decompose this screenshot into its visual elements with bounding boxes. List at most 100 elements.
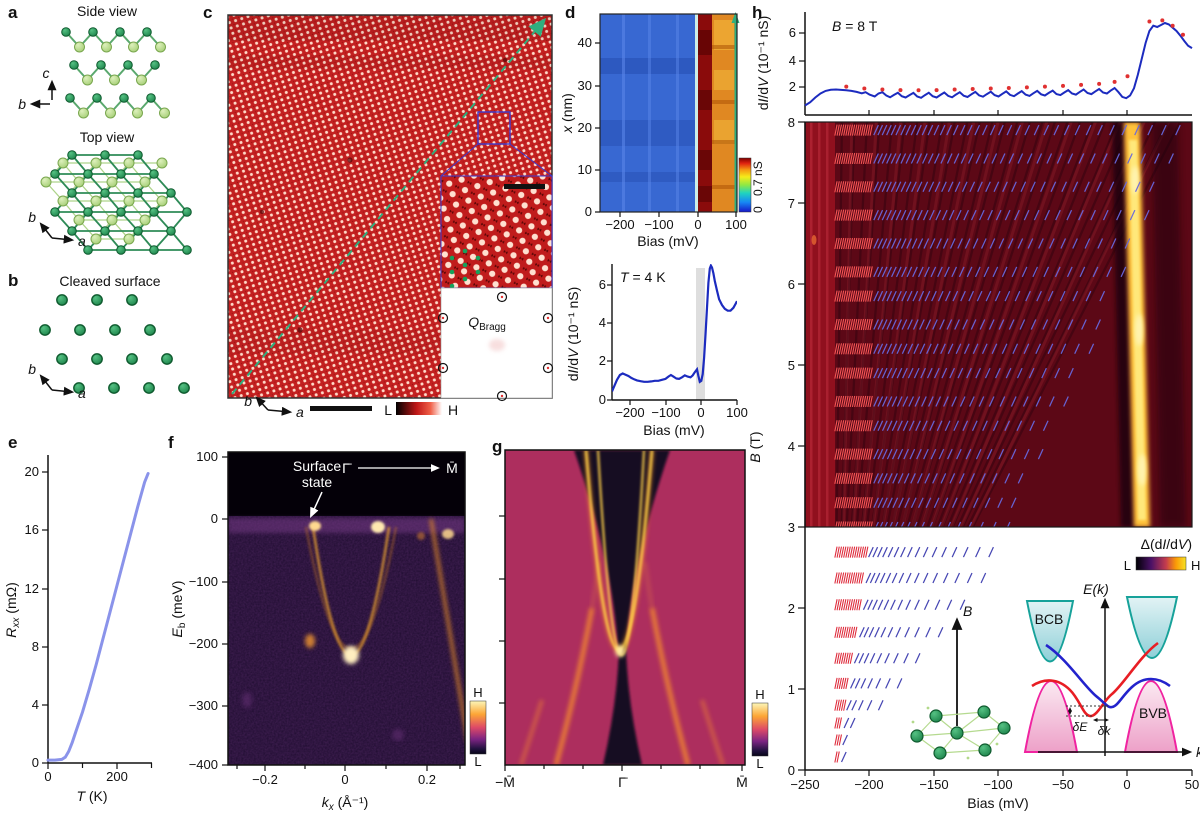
y-tick: 20 xyxy=(25,464,39,479)
x-tick-minus-m: −M̄ xyxy=(495,774,515,790)
axis-label-a: a xyxy=(296,404,304,420)
y-tick: 0 xyxy=(32,755,39,770)
x-tick: −50 xyxy=(1052,777,1074,792)
x-axis-label: T (K) xyxy=(76,788,107,804)
x-tick: 200 xyxy=(106,769,128,784)
fan-colorbar: Δ(dI/dV) L H xyxy=(1124,536,1200,573)
panel-label-g: g xyxy=(492,437,502,456)
gap-shaded-band xyxy=(696,268,705,400)
point-spectrum-plot: T = 4 K 0 2 4 6 −200 −100 0 100 Bias (mV… xyxy=(565,264,748,438)
panel-h: h B = 8 T 2 4 6 dI/dV (10⁻¹ nS) xyxy=(747,3,1200,811)
crystal-top-view xyxy=(40,150,192,255)
y-tick: 10 xyxy=(578,162,592,177)
colorbar-high-label: H xyxy=(448,402,458,418)
landau-level-streaks xyxy=(835,122,1182,527)
x-tick: 0 xyxy=(1123,777,1130,792)
landau-peak-markers xyxy=(844,18,1185,93)
x-tick: 0 xyxy=(341,772,348,787)
delta-e-label: δE xyxy=(1073,720,1089,734)
scale-bar-inset xyxy=(504,184,545,189)
linecut-trajectory-line xyxy=(734,14,737,212)
axis-label-b: b xyxy=(28,361,36,377)
band-offset-annotations: δE δk xyxy=(1066,705,1111,738)
panel-b: b Cleaved surface b a xyxy=(8,271,190,401)
colorbar-high-label: H xyxy=(1191,558,1200,573)
defect-spot xyxy=(502,57,508,63)
tick-marks xyxy=(499,515,743,771)
y-tick: 4 xyxy=(788,439,795,454)
dark-band-right-of-onset xyxy=(1152,122,1186,527)
top-view-axes: b a xyxy=(28,209,86,249)
theory-spectral-map xyxy=(505,450,745,765)
y-tick: 2 xyxy=(599,353,606,368)
tick-marks xyxy=(595,42,737,217)
y-tick: 30 xyxy=(578,78,592,93)
cleaved-surface-lattice xyxy=(39,294,190,394)
panel-label-d: d xyxy=(565,3,575,22)
colorbar-min-label: 0 xyxy=(751,206,765,213)
x-axis-label: Bias (mV) xyxy=(967,795,1028,811)
crystal-side-view xyxy=(61,27,170,119)
scale-bar xyxy=(310,406,372,411)
x-axis-label: kx (Å⁻¹) xyxy=(322,794,369,813)
x-tick: −250 xyxy=(790,777,819,792)
colorbar-low-label: L xyxy=(474,754,481,769)
bcb-left xyxy=(1025,600,1075,663)
y-tick: 2 xyxy=(789,79,796,94)
y-axis-label: Rxx (mΩ) xyxy=(3,582,22,637)
axis-arrow-b xyxy=(255,396,269,411)
surface-state-arrow xyxy=(310,491,323,519)
didv-spectrum-curve xyxy=(612,264,737,392)
defect-spot xyxy=(297,327,303,333)
x-tick: 0 xyxy=(697,405,704,420)
surface-lattice-sketch xyxy=(910,705,1011,760)
stm-image-shading xyxy=(228,15,552,333)
panel-label-a: a xyxy=(8,3,18,22)
axis-arrow-b xyxy=(39,222,53,239)
dark-band-left-of-onset xyxy=(1112,122,1134,527)
x-tick: 50 xyxy=(1185,777,1199,792)
bvb-right xyxy=(1123,680,1179,753)
x-tick: 0 xyxy=(44,769,51,784)
gamma-point-label: Γ̄ xyxy=(342,460,352,476)
fan-axes: 8 7 6 5 4 3 2 1 0 −250 −200 −150 −100 −5… xyxy=(747,115,1199,811)
y-tick: −400 xyxy=(189,757,218,772)
axis-label-b: b xyxy=(244,393,252,409)
x-axis-label: Bias (mV) xyxy=(643,422,704,438)
landau-index-markers-low-field xyxy=(834,546,994,763)
fft-center-smudge xyxy=(489,339,505,351)
y-tick: 40 xyxy=(578,35,592,50)
bragg-peak-circles xyxy=(437,291,554,402)
y-tick: 6 xyxy=(789,25,796,40)
x-tick: 0.2 xyxy=(418,772,436,787)
y-tick: 4 xyxy=(32,697,39,712)
y-axis-label: B (T) xyxy=(747,431,763,462)
defect-spot xyxy=(347,157,353,163)
theory-colorbar: H L xyxy=(751,687,769,771)
y-tick: 1 xyxy=(788,682,795,697)
x-tick: −200 xyxy=(854,777,883,792)
colorbar-low-label: L xyxy=(756,756,763,771)
stm-zoom-inset xyxy=(440,175,553,289)
field-direction-inset: B xyxy=(910,603,1011,760)
x-tick: −100 xyxy=(651,405,680,420)
panel-label-f: f xyxy=(168,433,174,452)
landau-index-markers-in-map xyxy=(834,124,1181,527)
panel-g: g −M̄ Γ̄ M̄ H L xyxy=(492,437,769,790)
colorbar-high-label: H xyxy=(473,685,482,700)
axis-arrow-a xyxy=(51,234,75,244)
b-field-label: B xyxy=(963,603,972,619)
y-tick: 7 xyxy=(788,196,795,211)
panel-a: a Side view c b Top view b a xyxy=(8,3,192,255)
fft-inset: QBragg xyxy=(437,287,554,402)
didv-8T-curve xyxy=(804,21,1193,107)
axis-arrow-b xyxy=(39,374,53,391)
x-tick: −100 xyxy=(644,217,673,232)
x-tick-gamma: Γ̄ xyxy=(618,774,628,790)
linecut-arrow xyxy=(231,17,547,395)
height-colorbar xyxy=(396,402,442,415)
panel-label-c: c xyxy=(203,3,212,22)
q-bragg-label: QBragg xyxy=(468,314,506,333)
surface-state-label-line2: state xyxy=(302,474,333,490)
axis-label-a: a xyxy=(78,385,86,401)
